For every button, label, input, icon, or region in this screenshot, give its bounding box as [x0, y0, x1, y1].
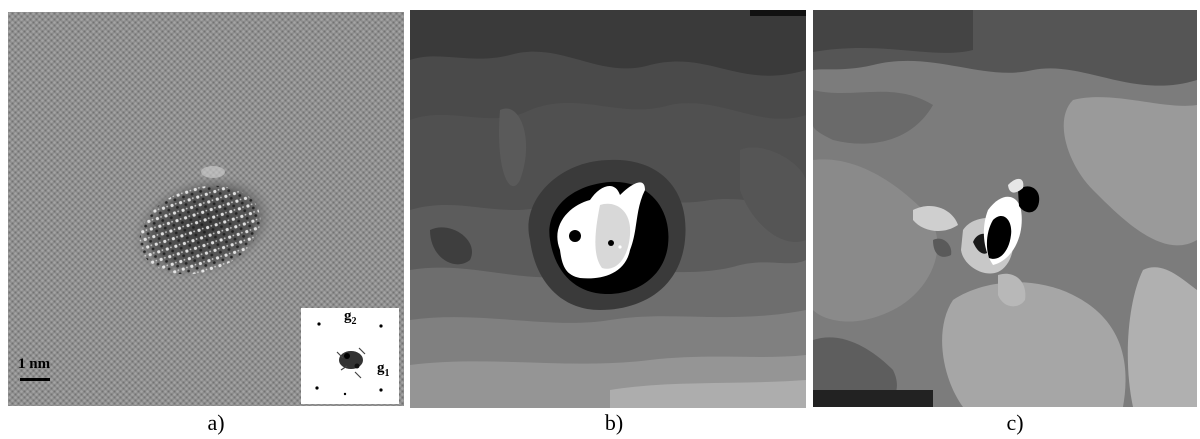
strain-contour-map-c — [813, 10, 1197, 407]
panel-a-caption: a) — [207, 410, 225, 435]
strain-contour-map-b — [410, 10, 806, 408]
panel-c-caption: c) — [1006, 410, 1024, 435]
g2-label: g2 — [344, 308, 357, 327]
g1-label: g1 — [377, 360, 390, 379]
diffraction-spots — [315, 322, 383, 396]
hrtem-image-panel: 1 nm g2 g1 — [8, 12, 404, 406]
strain-map-panel-b — [410, 10, 806, 408]
diffraction-pattern-inset: g2 g1 — [301, 308, 399, 404]
scale-bar-label: 1 nm — [18, 356, 51, 372]
strain-map-panel-c — [813, 10, 1197, 407]
scale-bar — [20, 378, 50, 381]
panel-b-caption: b) — [604, 410, 624, 435]
hrtem-lattice-image — [8, 12, 404, 406]
